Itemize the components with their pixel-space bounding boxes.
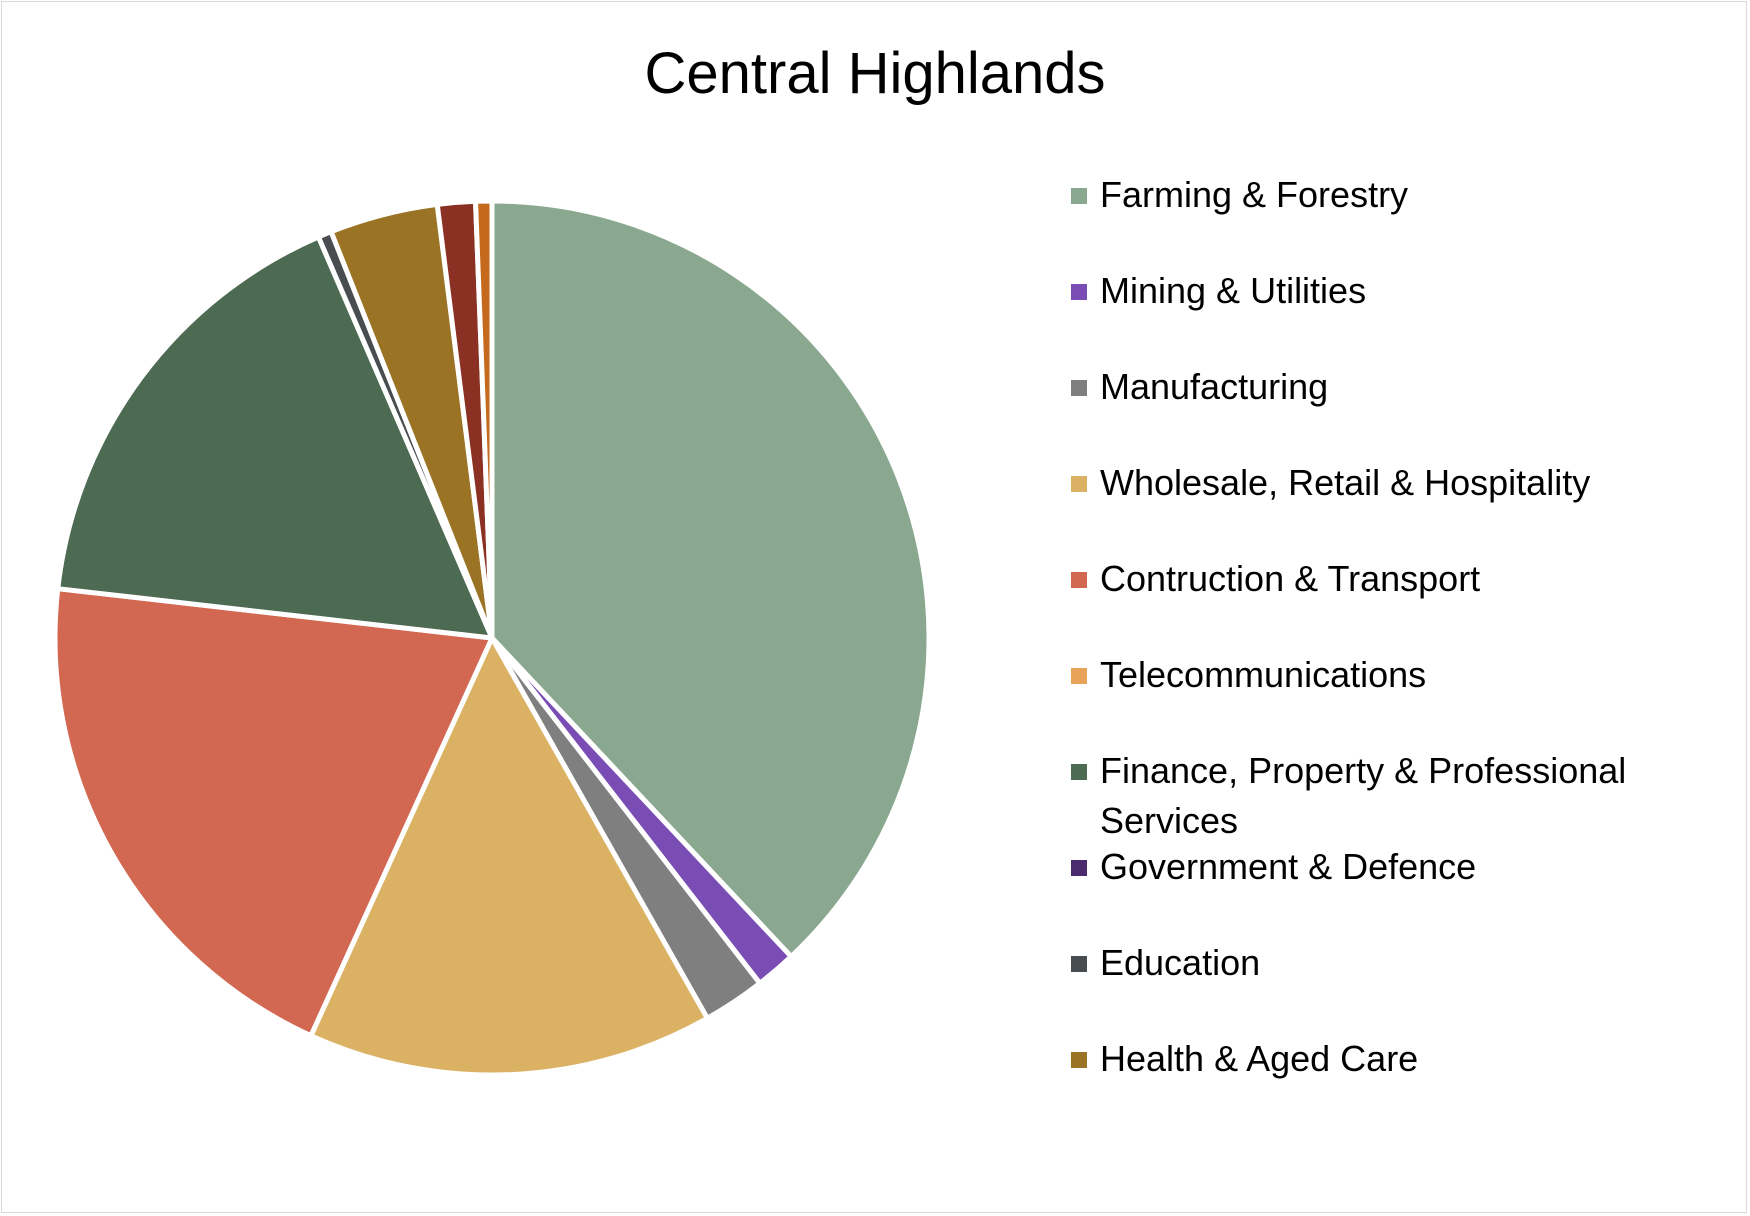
legend-item: Finance, Property & Professional Service… — [1068, 746, 1708, 842]
legend-swatch — [1071, 860, 1087, 876]
pie-slice-4 — [52, 586, 495, 1039]
legend-swatch — [1071, 668, 1087, 684]
legend-swatch — [1071, 284, 1087, 300]
legend-swatch — [1071, 956, 1087, 972]
legend-item: Wholesale, Retail & Hospitality — [1068, 458, 1708, 554]
legend-item: Health & Aged Care — [1068, 1034, 1708, 1130]
legend-label: Farming & Forestry — [1100, 174, 1409, 215]
legend-item: Education — [1068, 938, 1708, 1034]
legend-swatch — [1071, 764, 1087, 780]
legend-item: Mining & Utilities — [1068, 266, 1708, 362]
pie-slice-0 — [489, 198, 932, 960]
legend-swatch — [1071, 476, 1087, 492]
legend-label: Health & Aged Care — [1100, 1038, 1419, 1079]
pie-slices — [52, 198, 932, 1078]
legend-item: Manufacturing — [1068, 362, 1708, 458]
legend: Farming & Forestry Mining & Utilities Manu… — [1068, 170, 1708, 1130]
legend-item: Contruction & Transport — [1068, 554, 1708, 650]
legend-label: Government & Defence — [1100, 846, 1477, 887]
legend-swatch — [1071, 572, 1087, 588]
pie-slice-3 — [308, 635, 710, 1078]
pie-slice-6 — [55, 234, 495, 641]
chart-title: Central Highlands — [644, 41, 1106, 106]
legend-label: Education — [1100, 942, 1261, 983]
pie-slice-11 — [473, 198, 495, 641]
legend-swatch — [1071, 380, 1087, 396]
legend-label: Manufacturing — [1100, 366, 1329, 407]
legend-label: Telecommunications — [1100, 654, 1427, 695]
legend-item: Government & Defence — [1068, 842, 1708, 938]
legend-item: Telecommunications — [1068, 650, 1708, 746]
legend-label: Wholesale, Retail & Hospitality — [1100, 462, 1591, 503]
legend-item: Farming & Forestry — [1068, 170, 1708, 266]
legend-label: Mining & Utilities — [1100, 270, 1367, 311]
legend-swatch — [1071, 188, 1087, 204]
legend-label: Finance, Property & Professional Service… — [1100, 750, 1627, 841]
legend-label: Contruction & Transport — [1100, 558, 1481, 599]
legend-swatch — [1071, 1052, 1087, 1068]
